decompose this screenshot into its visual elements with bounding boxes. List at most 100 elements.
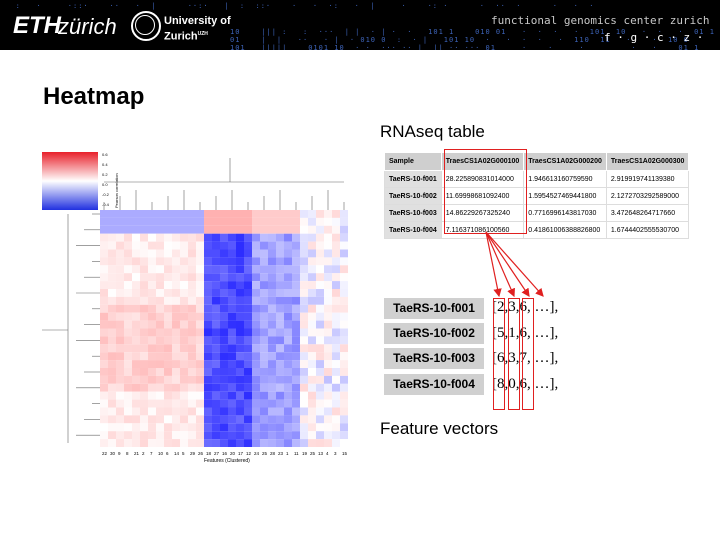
heatmap-cell (196, 304, 204, 313)
heatmap-cell (132, 328, 140, 337)
heatmap-cell (100, 399, 108, 408)
heatmap-cell (324, 304, 332, 313)
column-tick-label: 27 (214, 451, 220, 456)
heatmap-cell (268, 249, 276, 258)
heatmap-cell (228, 439, 236, 447)
heatmap-cell (228, 344, 236, 353)
heatmap-cell (316, 344, 324, 353)
heatmap-cell (180, 273, 188, 282)
heatmap-cell (148, 383, 156, 392)
heatmap-cell (308, 217, 316, 226)
heatmap-cell (308, 344, 316, 353)
table-row: TaeRS-10-f004 7.116371086100560 0.418610… (384, 221, 690, 239)
heatmap-cell (140, 375, 148, 384)
heatmap-cell (220, 352, 228, 361)
heatmap-cell (204, 375, 212, 384)
heatmap-cell (116, 320, 124, 329)
heatmap-cell (260, 407, 268, 416)
heatmap-cell (108, 391, 116, 400)
heatmap-cell (116, 265, 124, 274)
heatmap-cell (276, 320, 284, 329)
heatmap-cell (292, 210, 300, 218)
heatmap-cell (252, 281, 260, 289)
heatmap-cell (180, 352, 188, 361)
heatmap-cell (132, 265, 140, 274)
heatmap-cell (164, 296, 172, 305)
heatmap-cell (236, 328, 244, 337)
heatmap-cell (188, 368, 196, 376)
heatmap-cell (340, 241, 348, 250)
heatmap-cell (172, 249, 180, 258)
heatmap-cell (188, 225, 196, 234)
heatmap-cell (196, 217, 204, 226)
heatmap-cell (276, 265, 284, 274)
heatmap-cell (148, 210, 156, 218)
heatmap-cell (108, 415, 116, 424)
heatmap-cell (244, 304, 252, 313)
heatmap-cell (132, 399, 140, 408)
heatmap-cell (260, 328, 268, 337)
heatmap-cell (292, 273, 300, 282)
heatmap-cell (220, 328, 228, 337)
heatmap-cell (252, 336, 260, 345)
heatmap-cell (268, 217, 276, 226)
value-cell: 1.6744402555530700 (605, 221, 690, 239)
heatmap-cell (244, 289, 252, 297)
heatmap-cell (140, 257, 148, 266)
heatmap-cell (188, 391, 196, 400)
heatmap-cell (196, 423, 204, 432)
heatmap-cell (244, 368, 252, 376)
heatmap-cell (316, 273, 324, 282)
heatmap-cell (204, 257, 212, 266)
heatmap-cell (172, 296, 180, 305)
heatmap-cell (220, 296, 228, 305)
heatmap-cell (124, 431, 132, 440)
heatmap-cell (148, 352, 156, 361)
heatmap-cell (116, 217, 124, 226)
heatmap-cell (244, 210, 252, 218)
heatmap-cell (292, 431, 300, 440)
heatmap-cell (340, 281, 348, 289)
heatmap-cell (212, 210, 220, 218)
heatmap-cell (228, 304, 236, 313)
heatmap-cell (172, 399, 180, 408)
heatmap-cell (340, 289, 348, 297)
heatmap-cell (316, 407, 324, 416)
heatmap-cell (260, 391, 268, 400)
heatmap-cell (236, 439, 244, 447)
heatmap-cell (140, 439, 148, 447)
heatmap-cell (164, 399, 172, 408)
heatmap-cell (108, 296, 116, 305)
heatmap-cell (292, 217, 300, 226)
heatmap-cell (236, 265, 244, 274)
heatmap-cell (132, 225, 140, 234)
heatmap-cell (316, 439, 324, 447)
heatmap-cell (324, 265, 332, 274)
heatmap-cell (116, 407, 124, 416)
heatmap-cell (172, 423, 180, 432)
heatmap-cell (300, 375, 308, 384)
heatmap-cell (140, 320, 148, 329)
heatmap-cell (284, 289, 292, 297)
heatmap-cell (316, 233, 324, 242)
heatmap-cell (316, 415, 324, 424)
heatmap-cell (220, 210, 228, 218)
heatmap-cell (332, 296, 340, 305)
heatmap-cell (252, 304, 260, 313)
heatmap-cell (300, 407, 308, 416)
heatmap-cell (212, 273, 220, 282)
heatmap-cell (308, 439, 316, 447)
heatmap-cell (276, 375, 284, 384)
heatmap-cell (124, 289, 132, 297)
heatmap-cell (244, 265, 252, 274)
heatmap-cell (236, 368, 244, 376)
heatmap-cell (268, 289, 276, 297)
heatmap-cell (116, 225, 124, 234)
column-tick-label: 9 (118, 451, 121, 456)
heatmap-cell (332, 391, 340, 400)
heatmap-cell (340, 439, 348, 447)
heatmap-cell (220, 368, 228, 376)
column-tick-label: 28 (270, 451, 276, 456)
heatmap-cell (300, 225, 308, 234)
heatmap-cell (132, 210, 140, 218)
